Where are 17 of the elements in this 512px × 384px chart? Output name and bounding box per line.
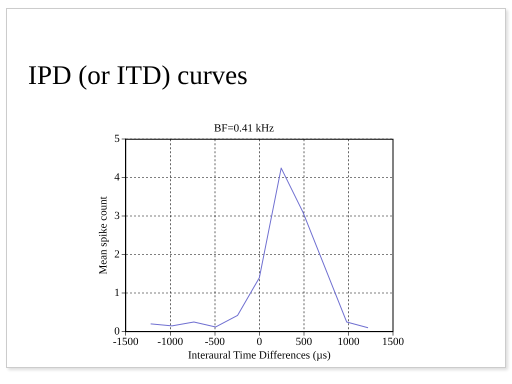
y-tick-label: 0	[114, 325, 120, 338]
y-axis-title: Mean spike count	[97, 196, 110, 274]
x-tick-label: 500	[296, 336, 313, 348]
y-tick-label: 1	[114, 287, 120, 300]
x-tick-label: -1500	[112, 336, 140, 348]
y-tick-label: 3	[114, 210, 120, 222]
y-tick-label: 5	[114, 133, 120, 146]
x-axis-title: Interaural Time Differences (µs)	[188, 349, 332, 362]
x-tick-label: 1500	[382, 336, 404, 348]
x-tick-label: -1000	[157, 336, 184, 348]
chart-title: BF=0.41 kHz	[214, 122, 274, 134]
y-tick-label: 4	[114, 172, 120, 184]
chart-subtitle: IPD (or ITD) curves	[28, 60, 248, 91]
x-tick-label: 0	[256, 336, 263, 348]
x-tick-label: 1000	[337, 336, 360, 348]
y-tick-label: 2	[114, 248, 120, 261]
x-tick-label: -500	[204, 336, 226, 348]
